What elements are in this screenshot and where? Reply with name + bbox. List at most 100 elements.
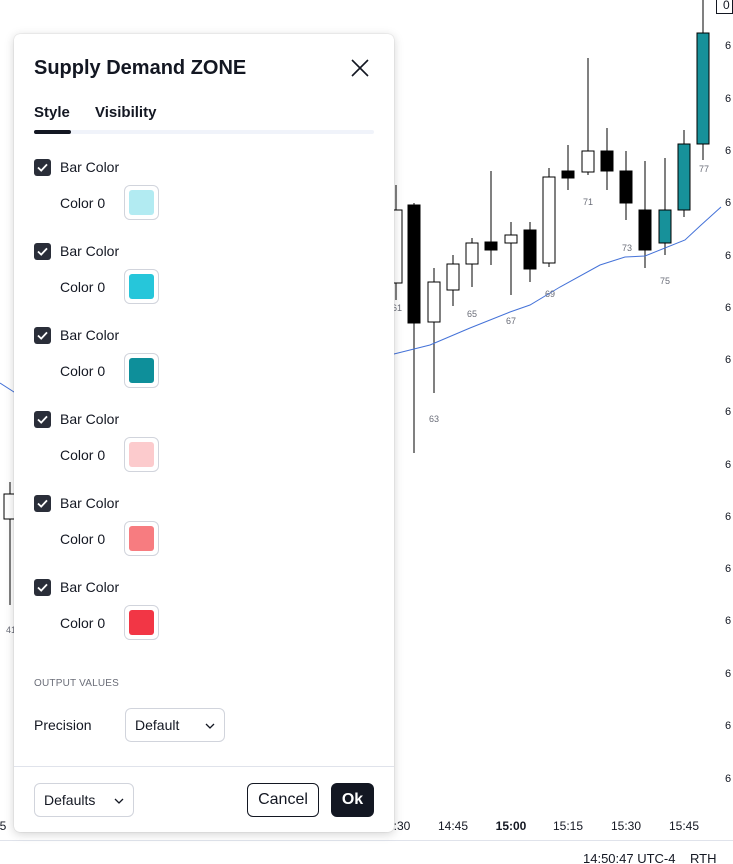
candle-body[interactable] <box>542 176 556 264</box>
candle-number: 75 <box>660 276 670 286</box>
price-tick-label: 6 <box>725 302 732 314</box>
price-tick-label: 6 <box>725 615 732 627</box>
candle-body[interactable] <box>581 150 595 173</box>
bar-color-row: Bar Color <box>34 325 119 345</box>
color-swatch <box>129 610 154 635</box>
defaults-dropdown[interactable]: Defaults <box>34 783 134 817</box>
ok-button[interactable]: Ok <box>331 783 374 817</box>
close-icon <box>351 59 369 77</box>
checkmark-icon <box>37 331 48 340</box>
time-tick-label: :30 <box>393 819 411 833</box>
checkmark-icon <box>37 247 48 256</box>
candle-body[interactable] <box>658 209 672 244</box>
candle-body[interactable] <box>407 204 421 324</box>
cancel-button[interactable]: Cancel <box>247 783 319 817</box>
color-label: Color 0 <box>60 447 106 463</box>
checkmark-icon <box>37 583 48 592</box>
color-swatch <box>129 442 154 467</box>
price-tick-label: 6 <box>725 406 732 418</box>
footer-divider <box>14 766 394 767</box>
color-swatch-button[interactable] <box>124 269 159 304</box>
bar-color-checkbox[interactable] <box>34 578 51 596</box>
price-tick-label: 6 <box>725 354 732 366</box>
time-tick-label: 15:15 <box>552 819 584 833</box>
color-swatch-button[interactable] <box>124 605 159 640</box>
candle-body[interactable] <box>446 263 460 291</box>
candle-number: 73 <box>622 243 632 253</box>
price-tick-label: 6 <box>725 250 732 262</box>
candle-number: 63 <box>429 414 439 424</box>
price-tick-label: 6 <box>725 563 732 575</box>
color-swatch-button[interactable] <box>124 353 159 388</box>
bar-color-checkbox[interactable] <box>34 410 51 428</box>
color-swatch-button[interactable] <box>124 521 159 556</box>
candle-body[interactable] <box>561 170 575 179</box>
candle-body[interactable] <box>504 234 518 244</box>
color-label: Color 0 <box>60 363 106 379</box>
price-tick-label: 6 <box>725 511 732 523</box>
indicator-settings-dialog: Supply Demand ZONE Style Visibility Bar … <box>14 34 394 832</box>
time-tick-label: 5 <box>0 819 7 833</box>
candle-number: 69 <box>545 289 555 299</box>
defaults-label: Defaults <box>44 792 96 808</box>
color-swatch-button[interactable] <box>124 185 159 220</box>
price-tick-label: 6 <box>725 459 732 471</box>
bar-color-checkbox[interactable] <box>34 494 51 512</box>
precision-value: Default <box>135 717 180 733</box>
chevron-down-icon <box>114 798 124 804</box>
time-axis[interactable]: 5:30 14:45 15:00 15:15 15:30 15:45 <box>0 812 721 840</box>
tab-indicator <box>34 130 71 134</box>
status-bar: 14:50:47 UTC-4 RTH <box>0 840 733 864</box>
candle-body[interactable] <box>427 281 441 323</box>
candle-body[interactable] <box>619 170 633 204</box>
tab-style[interactable]: Style <box>34 104 70 121</box>
precision-select[interactable]: Default <box>125 708 225 742</box>
price-tick-label: 6 <box>725 720 732 732</box>
bar-color-checkbox[interactable] <box>34 158 51 176</box>
bar-color-label: Bar Color <box>60 243 120 259</box>
bar-color-row: Bar Color <box>34 157 119 177</box>
color-swatch-button[interactable] <box>124 437 159 472</box>
color-swatch <box>129 274 154 299</box>
session-label[interactable]: RTH <box>690 851 717 864</box>
color-label: Color 0 <box>60 195 106 211</box>
bar-color-row: Bar Color <box>34 409 119 429</box>
time-tick-label: 14:45 <box>437 819 469 833</box>
bar-color-label: Bar Color <box>60 327 120 343</box>
price-axis[interactable]: 6 6 6 6 6 6 6 6 6 6 6 6 6 6 6 <box>721 0 733 840</box>
dialog-title: Supply Demand ZONE <box>34 57 247 79</box>
price-tick-label: 6 <box>725 773 732 785</box>
price-tick-label: 6 <box>725 145 732 157</box>
candle-number: 61 <box>392 303 402 313</box>
color-label: Color 0 <box>60 531 106 547</box>
color-swatch <box>129 190 154 215</box>
time-tick-label: 15:00 <box>495 819 527 833</box>
bar-color-row: Bar Color <box>34 577 119 597</box>
candle-body[interactable] <box>523 229 537 270</box>
candle-body[interactable] <box>600 150 614 172</box>
precision-label: Precision <box>34 717 92 733</box>
color-label: Color 0 <box>60 279 106 295</box>
candle-body[interactable] <box>465 242 479 265</box>
chevron-down-icon <box>205 723 215 729</box>
color-swatch <box>129 358 154 383</box>
checkmark-icon <box>37 163 48 172</box>
bar-color-row: Bar Color <box>34 241 119 261</box>
bar-color-checkbox[interactable] <box>34 242 51 260</box>
bar-color-label: Bar Color <box>60 159 120 175</box>
time-tick-label: 15:30 <box>610 819 642 833</box>
close-button[interactable] <box>348 56 372 80</box>
candle-number: 65 <box>467 309 477 319</box>
bar-color-row: Bar Color <box>34 493 119 513</box>
status-clock[interactable]: 14:50:47 UTC-4 <box>583 851 676 864</box>
candle-body[interactable] <box>484 241 498 251</box>
bar-color-checkbox[interactable] <box>34 326 51 344</box>
candle-body[interactable] <box>677 143 691 211</box>
price-tick-label: 6 <box>725 668 732 680</box>
candle-number: 67 <box>506 316 516 326</box>
tab-visibility[interactable]: Visibility <box>95 104 157 121</box>
moving-average-line <box>0 206 722 393</box>
candle-body[interactable] <box>696 32 710 145</box>
candle-body[interactable] <box>638 209 652 251</box>
